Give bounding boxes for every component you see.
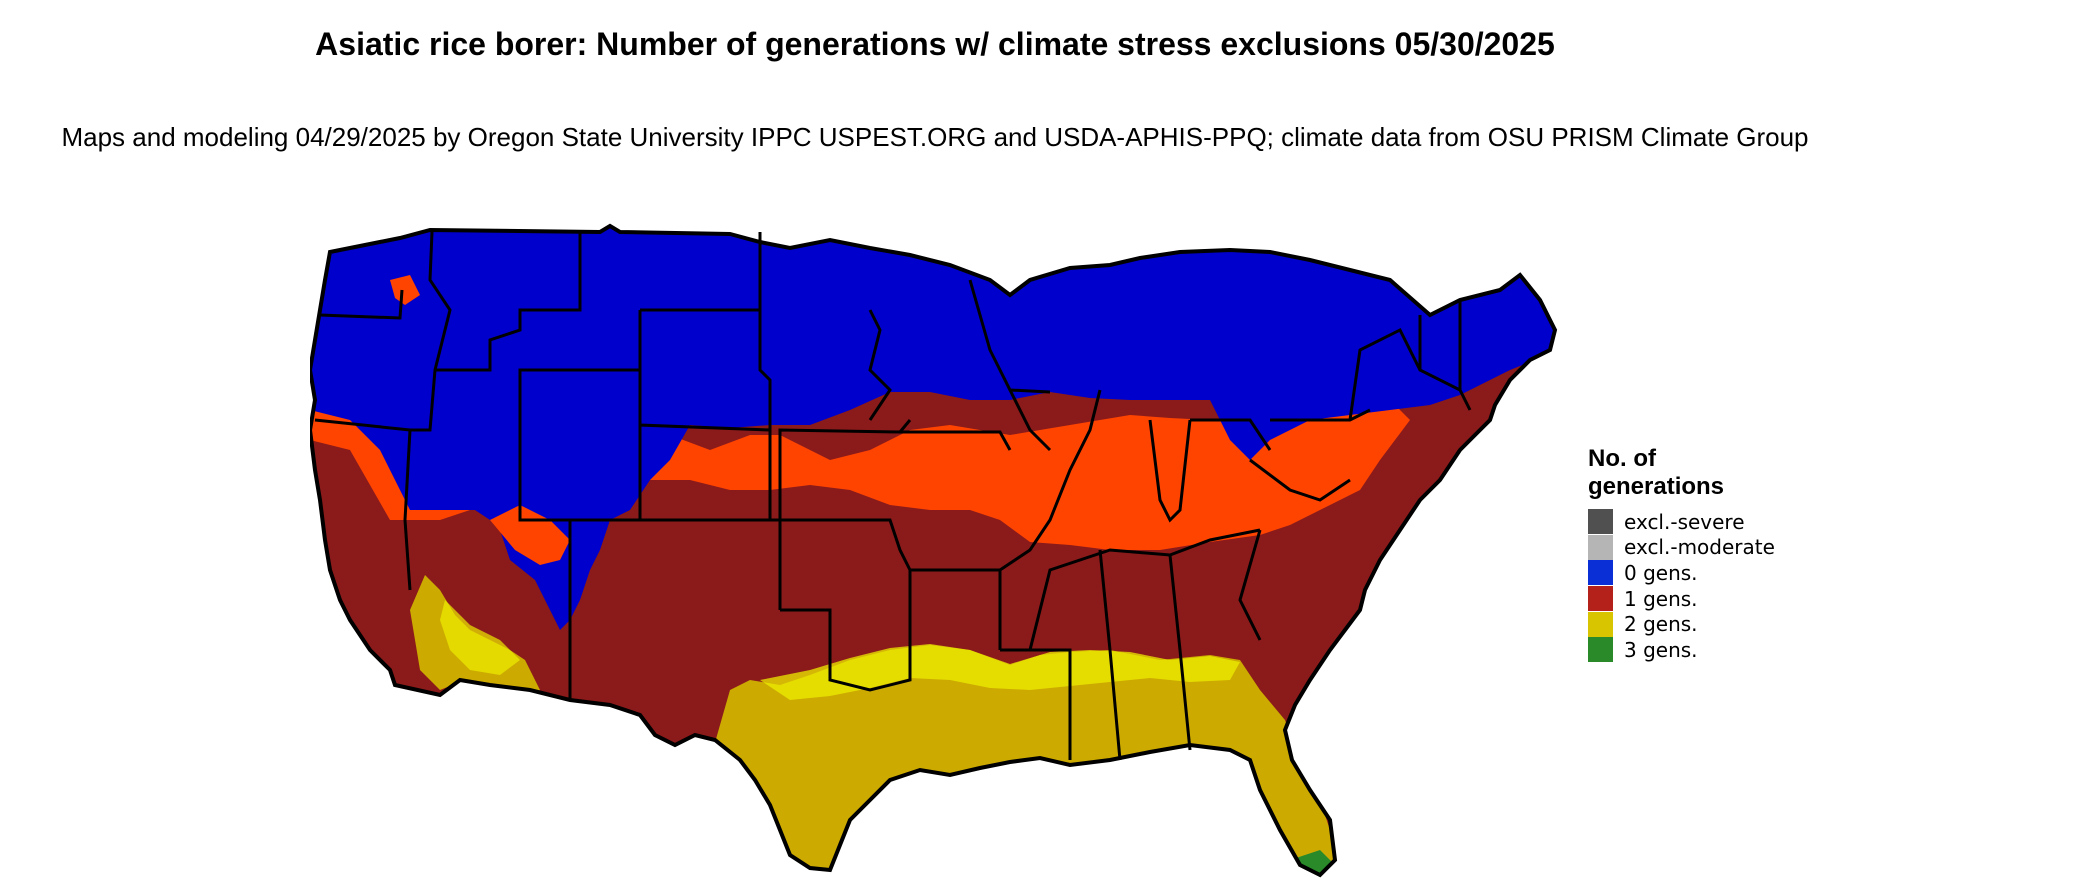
legend-items: excl.-severe excl.-moderate 0 gens. 1 gens.… bbox=[1588, 509, 1775, 663]
legend-label: excl.-severe bbox=[1624, 509, 1745, 534]
legend-label: 3 gens. bbox=[1624, 637, 1698, 662]
legend-item: 3 gens. bbox=[1588, 637, 1775, 663]
legend-swatch bbox=[1588, 611, 1613, 637]
state-borders bbox=[314, 231, 1472, 761]
legend-label: excl.-moderate bbox=[1624, 535, 1775, 560]
map-subtitle-text: Maps and modeling 04/29/2025 by Oregon S… bbox=[61, 122, 1809, 152]
legend-swatch bbox=[1588, 637, 1613, 663]
legend-label: 2 gens. bbox=[1624, 612, 1698, 637]
zero-gen-region bbox=[310, 226, 1555, 630]
three-gen-florida bbox=[1290, 850, 1340, 875]
legend-item: excl.-severe bbox=[1588, 509, 1775, 535]
legend: No. of generations excl.-severe excl.-mod… bbox=[1588, 445, 1775, 663]
legend-swatch bbox=[1588, 509, 1613, 535]
two-gen-gulf-bright bbox=[760, 644, 1240, 700]
legend-item: 2 gens. bbox=[1588, 611, 1775, 637]
legend-label: 1 gens. bbox=[1624, 586, 1698, 611]
transition-patch-washington bbox=[390, 275, 420, 305]
us-generations-map bbox=[310, 224, 1557, 877]
legend-label: 0 gens. bbox=[1624, 560, 1698, 585]
legend-swatch bbox=[1588, 586, 1613, 612]
transition-band bbox=[310, 340, 1410, 550]
map-title-text: Asiatic rice borer: Number of generation… bbox=[315, 26, 1555, 62]
legend-title: No. of generations bbox=[1588, 445, 1748, 501]
legend-swatch bbox=[1588, 534, 1613, 560]
legend-swatch bbox=[1588, 560, 1613, 586]
map-title: Asiatic rice borer: Number of generation… bbox=[0, 22, 1870, 66]
map-subtitle: Maps and modeling 04/29/2025 by Oregon S… bbox=[0, 120, 1870, 154]
legend-item: excl.-moderate bbox=[1588, 534, 1775, 561]
legend-item: 1 gens. bbox=[1588, 586, 1775, 612]
legend-item: 0 gens. bbox=[1588, 560, 1775, 586]
two-gen-southwest-bright bbox=[440, 600, 520, 675]
legend-title-text: No. of generations bbox=[1588, 445, 1725, 500]
